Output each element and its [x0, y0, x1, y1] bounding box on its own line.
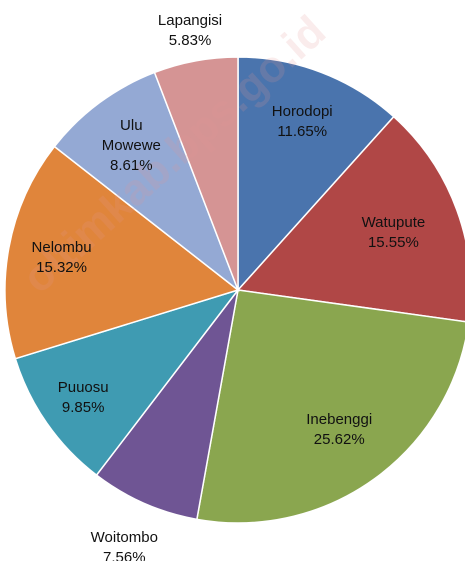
- slice-label-name: Woitombo: [90, 528, 158, 546]
- slice-label: Inebenggi 25.62%: [298, 410, 380, 450]
- slice-label-name: Puuosu: [57, 378, 109, 396]
- slice-label-value: 9.85%: [61, 398, 105, 416]
- slice-label: Puuosu 9.85%: [42, 378, 124, 418]
- pie-slice: [4, 145, 240, 360]
- pie-slice: [153, 56, 239, 291]
- slice-label-name: Nelombu: [31, 238, 92, 256]
- pie-slice: [53, 71, 240, 293]
- slice-label-name: Ulu Mowewe: [101, 116, 161, 154]
- slice-label: Lapangisi 5.83%: [149, 11, 231, 51]
- slice-label-value: 25.62%: [313, 430, 365, 448]
- slice-label-name: Watupute: [361, 214, 426, 232]
- slice-label-value: 8.61%: [110, 156, 153, 174]
- pie-slice: [195, 289, 465, 524]
- slice-label: Horodopi 11.65%: [261, 102, 343, 142]
- pie-slice: [95, 289, 239, 521]
- slice-label-name: Inebenggi: [306, 410, 373, 428]
- slice-label-value: 15.55%: [367, 234, 419, 252]
- slice-label: Watupute 15.55%: [352, 213, 434, 253]
- pie-slice: [237, 56, 395, 292]
- pie-slice: [236, 115, 465, 323]
- slice-label: Ulu Mowewe 8.61%: [90, 116, 172, 176]
- slice-label-value: 11.65%: [277, 123, 328, 141]
- pie-slice: [14, 288, 241, 477]
- slice-label-value: 5.83%: [168, 32, 212, 50]
- slice-label-value: 7.56%: [103, 548, 146, 561]
- slice-label: Nelombu 15.32%: [21, 238, 103, 278]
- slice-label-name: Horodopi: [271, 103, 333, 121]
- slice-label: Woitombo 7.56%: [83, 528, 165, 561]
- slice-label-value: 15.32%: [36, 258, 87, 276]
- slice-label-name: Lapangisi: [157, 12, 223, 30]
